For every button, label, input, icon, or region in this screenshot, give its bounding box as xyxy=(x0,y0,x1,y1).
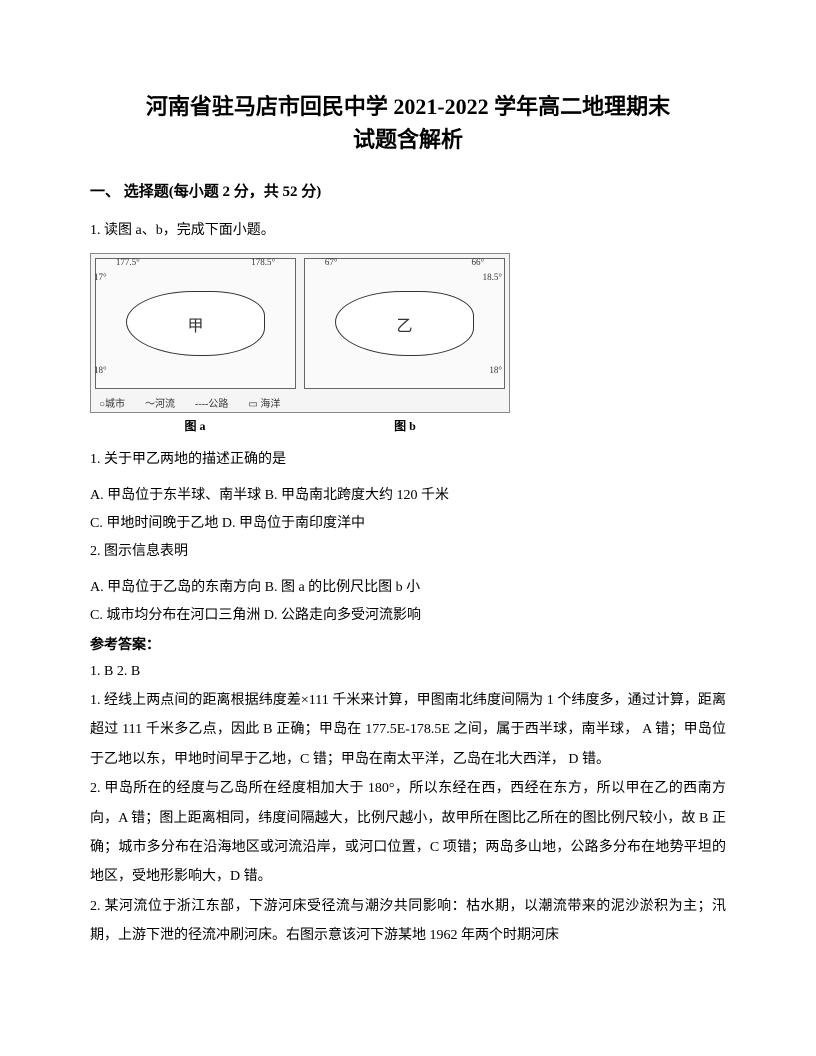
page-title: 河南省驻马店市回民中学 2021-2022 学年高二地理期末 试题含解析 xyxy=(90,90,726,156)
caption-a: 图 a xyxy=(90,417,300,434)
map-a: 177.5° 178.5° 17° 18° 甲 xyxy=(95,258,296,389)
map-b-lat-top: 18.5° xyxy=(483,272,502,282)
legend-road: ----公路 xyxy=(195,395,228,410)
map-a-lon-left: 177.5° xyxy=(116,257,140,267)
q1-sub2: 2. 图示信息表明 xyxy=(90,538,726,566)
caption-b: 图 b xyxy=(300,417,510,434)
map-b-center: 乙 xyxy=(396,312,412,336)
map-b-lon-right: 66° xyxy=(472,257,485,267)
legend-city: ○城市 xyxy=(99,395,125,410)
q1-sub1: 1. 关于甲乙两地的描述正确的是 xyxy=(90,446,726,474)
q1-sub1-opts-ab: A. 甲岛位于东半球、南半球 B. 甲岛南北跨度大约 120 千米 xyxy=(90,482,726,510)
map-legend: ○城市 〜河流 ----公路 ▭ 海洋 xyxy=(91,393,509,412)
map-b: 67° 66° 18.5° 18° 乙 xyxy=(304,258,505,389)
title-line-2: 试题含解析 xyxy=(353,127,463,152)
map-b-lat-bottom: 18° xyxy=(489,365,502,375)
answer-header: 参考答案： xyxy=(90,634,726,654)
title-line-1: 河南省驻马店市回民中学 2021-2022 学年高二地理期末 xyxy=(146,94,670,119)
explanation-1: 1. 经线上两点间的距离根据纬度差×111 千米来计算，甲图南北纬度间隔为 1 … xyxy=(90,686,726,774)
figure-caption-row: 图 a 图 b xyxy=(90,417,510,434)
question-1-intro: 1. 读图 a、b，完成下面小题。 xyxy=(90,217,726,245)
legend-ocean: ▭ 海洋 xyxy=(248,395,280,410)
map-a-lat-bottom: 18° xyxy=(94,365,107,375)
map-row: 177.5° 178.5° 17° 18° 甲 67° 66° 18.5° 18… xyxy=(91,254,509,393)
q1-sub1-opts-cd: C. 甲地时间晚于乙地 D. 甲岛位于南印度洋中 xyxy=(90,510,726,538)
map-figure: 177.5° 178.5° 17° 18° 甲 67° 66° 18.5° 18… xyxy=(90,253,510,413)
q1-sub2-opts-ab: A. 甲岛位于乙岛的东南方向 B. 图 a 的比例尺比图 b 小 xyxy=(90,574,726,602)
legend-river: 〜河流 xyxy=(145,395,175,410)
map-a-lon-right: 178.5° xyxy=(251,257,275,267)
map-a-lat-top: 17° xyxy=(94,272,107,282)
q1-sub2-opts-cd: C. 城市均分布在河口三角洲 D. 公路走向多受河流影响 xyxy=(90,602,726,630)
figure-container: 177.5° 178.5° 17° 18° 甲 67° 66° 18.5° 18… xyxy=(90,253,726,434)
explanation-2: 2. 甲岛所在的经度与乙岛所在经度相加大于 180°，所以东经在西，西经在东方，… xyxy=(90,774,726,892)
map-b-lon-left: 67° xyxy=(325,257,338,267)
map-a-center: 甲 xyxy=(187,312,203,336)
question-2-intro: 2. 某河流位于浙江东部，下游河床受径流与潮汐共同影响：枯水期，以潮流带来的泥沙… xyxy=(90,892,726,951)
section-header: 一、 选择题(每小题 2 分，共 52 分) xyxy=(90,180,726,201)
answer-values: 1. B 2. B xyxy=(90,658,726,686)
